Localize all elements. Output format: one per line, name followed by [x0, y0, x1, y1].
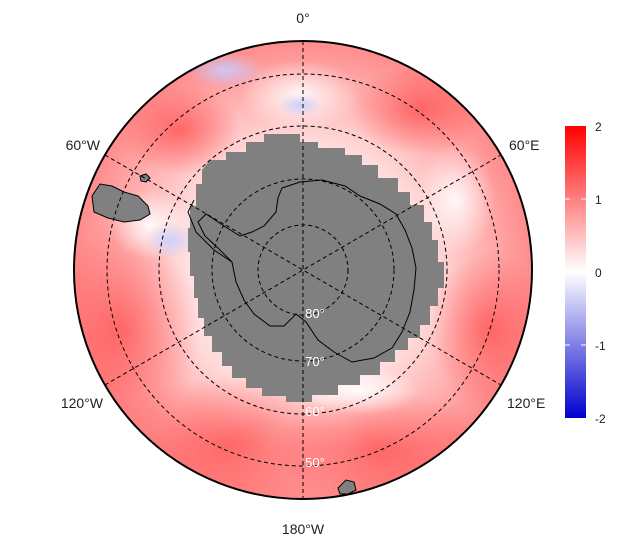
lat-label-60: 60°	[305, 404, 325, 419]
lon-label-upper-right: 60°E	[509, 137, 540, 153]
lon-label-lower-right: 120°E	[507, 395, 545, 411]
anomaly-field	[74, 41, 532, 499]
colorbar-ticks	[565, 198, 586, 346]
antarctic-peninsula	[187, 199, 233, 263]
antarctica-coastline	[197, 179, 417, 363]
lat-label-80: 80°	[305, 306, 325, 321]
land-mask	[188, 134, 444, 402]
graticule	[104, 41, 502, 499]
colorbar-tick-neg1: -1	[595, 339, 606, 353]
lon-label-top: 0°	[296, 10, 309, 26]
lon-label-lower-left: 120°W	[61, 395, 104, 411]
lat-label-70: 70°	[305, 354, 325, 369]
lat-label-50: 50°	[305, 455, 325, 470]
colorbar-tick-0: 0	[595, 266, 602, 280]
map-boundary	[73, 40, 533, 500]
south-america	[91, 183, 151, 223]
lon-label-bottom: 180°W	[282, 521, 325, 537]
colorbar-tick-neg2: -2	[595, 412, 606, 426]
colorbar-tick-2: 2	[595, 120, 602, 134]
colorbar-tick-1: 1	[595, 193, 602, 207]
lon-label-upper-left: 60°W	[66, 137, 101, 153]
island-south	[337, 479, 357, 495]
colorbar	[565, 126, 586, 418]
